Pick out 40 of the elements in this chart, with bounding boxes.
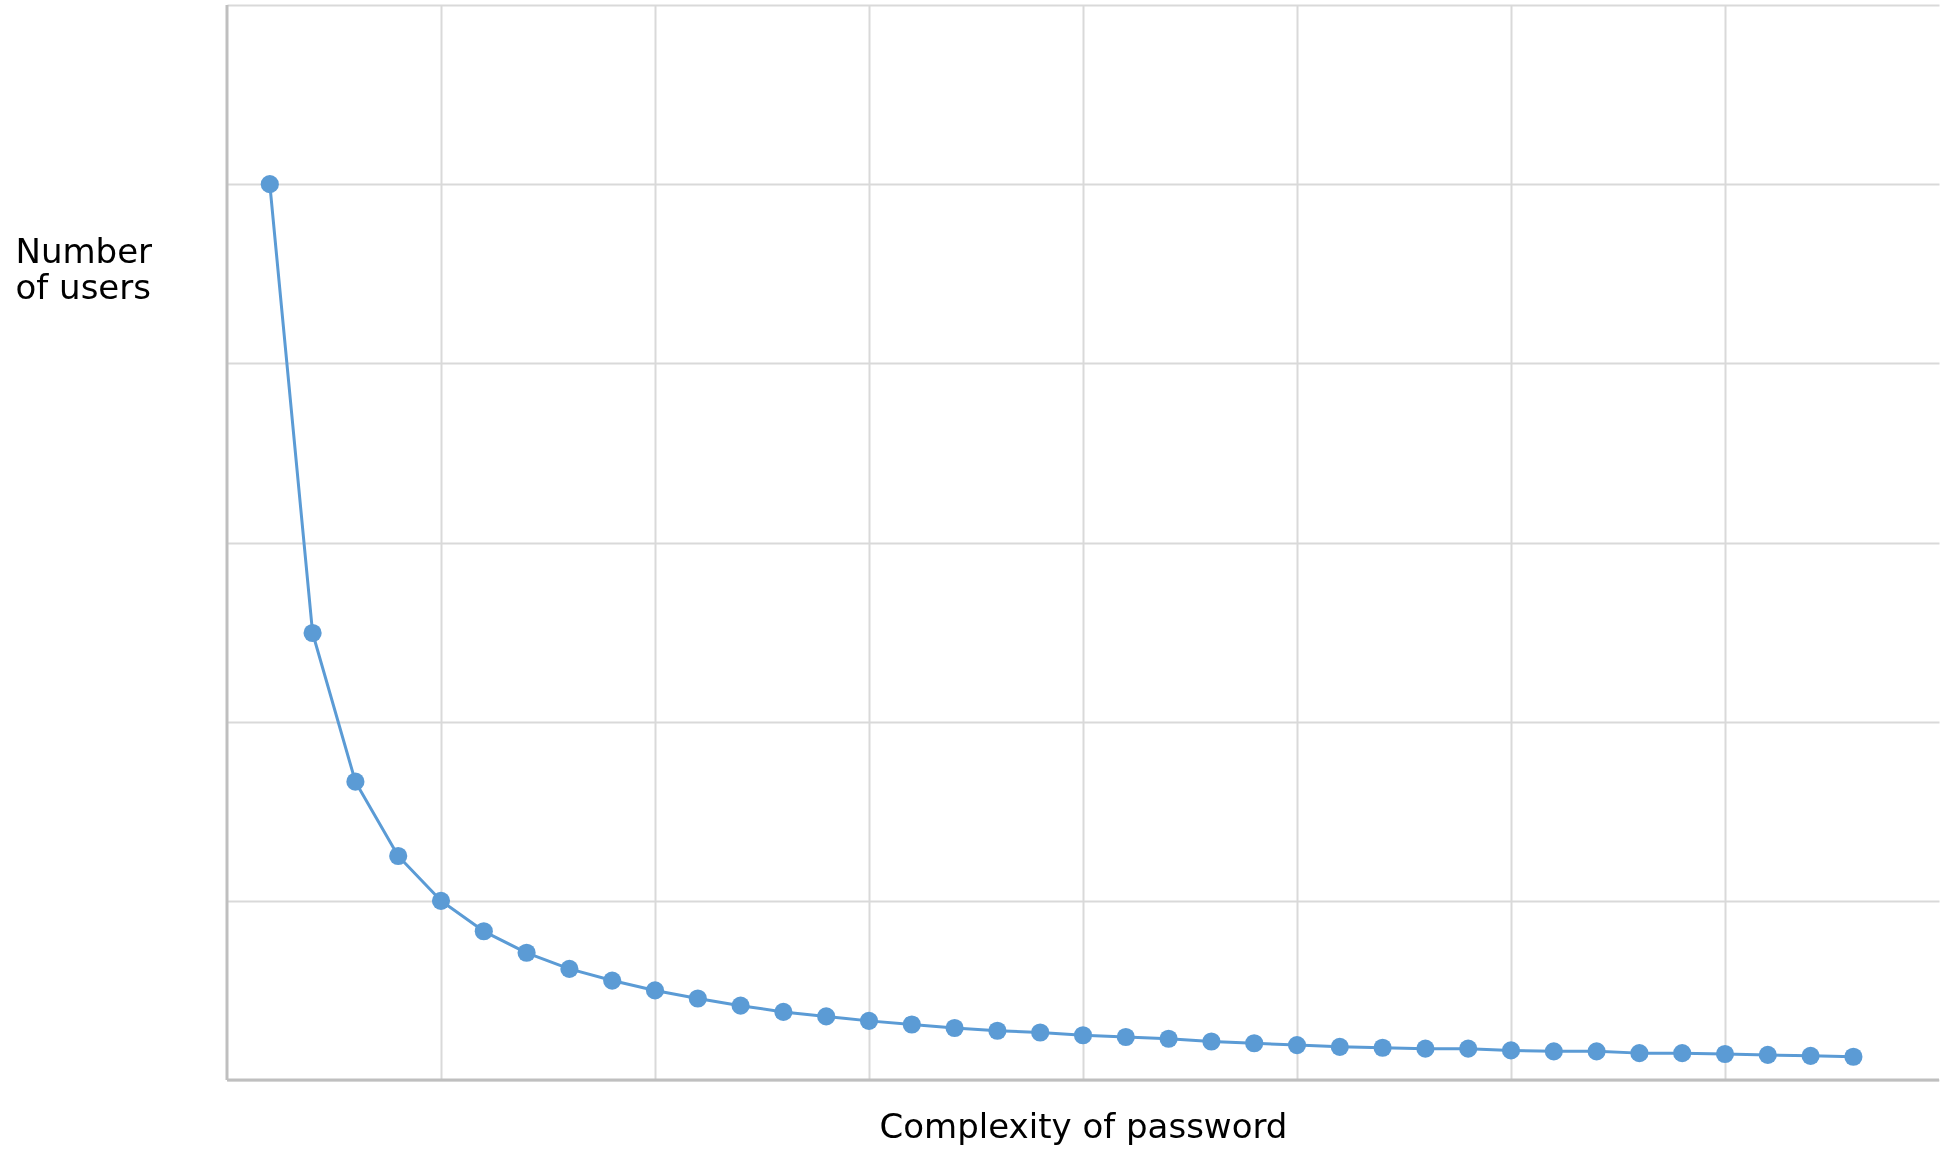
point	[1416, 1039, 1435, 1058]
point	[1202, 1032, 1221, 1051]
point	[902, 1015, 921, 1034]
point	[988, 1021, 1007, 1040]
point	[645, 981, 665, 1000]
point	[1673, 1044, 1692, 1063]
point	[389, 846, 408, 866]
point	[1801, 1046, 1820, 1065]
point	[817, 1007, 836, 1026]
point	[859, 1011, 879, 1030]
x-axis-title: Complexity of password	[879, 1105, 1288, 1146]
point	[303, 623, 322, 643]
point	[688, 989, 707, 1008]
point	[474, 922, 493, 941]
point	[1630, 1044, 1649, 1063]
point	[1501, 1041, 1521, 1060]
point	[1544, 1042, 1563, 1061]
point	[1587, 1042, 1606, 1061]
point	[1844, 1047, 1863, 1066]
point	[1073, 1026, 1093, 1045]
point	[346, 772, 365, 791]
point	[945, 1018, 964, 1038]
point	[517, 943, 536, 962]
point	[1159, 1029, 1178, 1048]
y-axis-title: Number of users	[15, 230, 153, 307]
point	[774, 1002, 793, 1021]
point	[431, 891, 451, 910]
point	[1245, 1034, 1264, 1053]
point	[560, 959, 579, 978]
point	[1373, 1038, 1392, 1057]
point	[260, 175, 279, 194]
point	[1330, 1037, 1349, 1056]
point	[1116, 1027, 1135, 1047]
point	[1459, 1039, 1478, 1058]
point	[603, 971, 622, 990]
point	[1715, 1044, 1735, 1064]
point	[731, 996, 750, 1015]
point	[1031, 1023, 1050, 1042]
point	[1287, 1036, 1307, 1055]
point	[1758, 1045, 1777, 1064]
